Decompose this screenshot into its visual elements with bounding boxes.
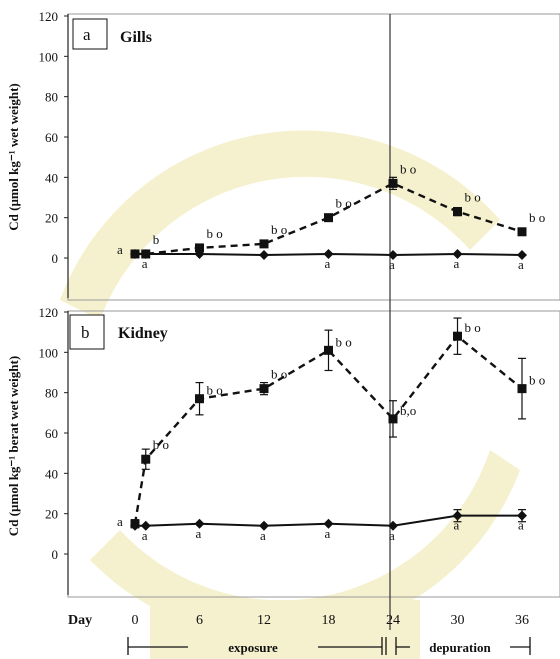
panel-b-series-1-label: a: [325, 526, 331, 541]
panel-a-ytick-label: 100: [39, 49, 59, 64]
panel-b-series-1-label: a: [196, 526, 202, 541]
panel-b-plot: 0 20 40 60 80 100 120 b o b o b o b o b,o b o b o a a a a…: [39, 305, 546, 562]
panel-a-series-0-label: b o: [529, 210, 545, 225]
panel-a-series-0-point: [195, 243, 204, 253]
panel-b-series-1-label: a: [142, 528, 148, 543]
panel-b-series-1-point: [452, 510, 463, 521]
panel-a-series-0-label: b o: [271, 222, 287, 237]
panel-a-plot: 0 20 40 60 80 100 120 b b o b o b o b o b o b o a a a a a a: [39, 9, 546, 272]
panel-b-series-0-label: b o: [465, 320, 481, 335]
panel-b-series-0-label: b o: [271, 367, 287, 382]
panel-a-series-0-point: [388, 178, 398, 188]
panel-b-title: Kidney: [118, 325, 168, 342]
panel-a-label-box: [72, 18, 108, 50]
panel-a-series-0-point: [453, 207, 462, 217]
x-tick-label: 12: [257, 613, 271, 628]
panel-b-series-0-label: b o: [207, 383, 223, 398]
panel-a-series-1-label: a: [389, 257, 395, 272]
panel-b-ytick-label: 20: [45, 507, 58, 522]
panel-a-ytick-label: 40: [45, 170, 58, 185]
panel-a-series-0-label: b: [153, 232, 160, 247]
panel-a-series-1-point: [194, 248, 205, 259]
panel-a-series-1-point: [140, 248, 151, 259]
panel-a-label: a: [83, 25, 91, 44]
panel-b-series-1-point: [140, 520, 151, 531]
exposure-label: exposure: [228, 640, 278, 655]
panel-b-label: b: [81, 323, 90, 342]
panel-b-series-0-point: [259, 384, 269, 394]
panel-a-ytick-label: 120: [39, 9, 59, 24]
panel-b-series-0-point: [388, 414, 398, 424]
panel-b-series-1-label: a: [117, 514, 123, 529]
panel-b-series-1-label: a: [518, 518, 524, 533]
panel-a-series-1-point: [259, 249, 269, 260]
panel-a-series-1-label: a: [518, 257, 524, 272]
panel-a-series-1-point: [130, 248, 140, 259]
watermark: [60, 130, 520, 659]
panel-b-series-1-point: [194, 518, 205, 529]
panel-a-series-1-label: a: [325, 256, 331, 271]
panel-a-series-1-point: [452, 248, 463, 259]
x-tick-label: 6: [196, 613, 203, 628]
panel-b-ytick-label: 100: [39, 345, 59, 360]
panel-a-title: Gills: [120, 29, 152, 46]
depuration-label: depuration: [429, 640, 491, 655]
panel-a-series-1-label: a: [454, 256, 460, 271]
panel-a-series-0-label: b o: [207, 226, 223, 241]
panel-a-series-1-label: a: [117, 242, 123, 257]
panel-b-series-0-line: [133, 334, 523, 524]
panel-a-series-1-point: [388, 249, 398, 260]
panel-a-series-0-point: [324, 213, 333, 223]
panel-b-ytick-label: 80: [45, 386, 58, 401]
x-tick-label: 24: [386, 613, 400, 628]
panel-b-ylabel: Cd (µmol kg⁻¹ berat wet weight): [6, 356, 21, 536]
panel-b-series-1-point: [517, 510, 527, 521]
panel-b-series-0-label: b o: [336, 334, 352, 349]
panel-a-ytick-label: 80: [45, 90, 58, 105]
panel-b-series-1-label: a: [454, 518, 460, 533]
panel-b-series-0-label: b,o: [400, 403, 416, 418]
panel-b-series-1-point: [130, 520, 140, 531]
panel-b-series-1-label: a: [389, 528, 395, 543]
x-tick-label: 36: [515, 613, 529, 628]
panel-b-series-0-point: [453, 331, 462, 341]
panel-b-series-0-point: [324, 345, 333, 355]
panel-b-series-0-point: [141, 454, 151, 464]
panel-b-series-0-point: [517, 384, 527, 394]
panel-b-series-0-label: b o: [153, 437, 169, 452]
panel-a-series-0-point: [517, 227, 527, 237]
panel-b-series-1-point: [388, 520, 398, 531]
x-axis-ticks: 0 6 12 18 24 30 36: [132, 613, 530, 628]
panel-a-ytick-label: 20: [45, 211, 58, 226]
panel-b-series-1-point: [259, 520, 269, 531]
panel-b-label-box: [69, 314, 105, 350]
panel-b-series-0-point: [195, 394, 204, 404]
panel-a-ytick-label: 0: [52, 251, 59, 266]
x-axis-title: Day: [68, 613, 92, 628]
panel-a-series-0-label: b o: [465, 190, 481, 205]
panel-b-series-1-point: [323, 518, 334, 529]
panel-a-series-1-point: [323, 248, 334, 259]
panel-b-series-1-line: [135, 514, 522, 527]
x-tick-label: 30: [451, 613, 465, 628]
panel-b-ytick-label: 120: [39, 305, 59, 320]
panel-b-series-0-label: b o: [529, 373, 545, 388]
panel-a-series-0-label: b o: [400, 161, 416, 176]
panel-a-ytick-label: 60: [45, 130, 58, 145]
panel-b-ytick-label: 0: [52, 547, 59, 562]
panel-a-ylabel: Cd (µmol kg⁻¹ wet weight): [6, 83, 21, 231]
panel-a-series-1-line: [135, 252, 523, 256]
panel-a-series-1-point: [517, 249, 527, 260]
panel-b-ytick-label: 40: [45, 466, 58, 481]
panel-b-series-1-label: a: [260, 528, 266, 543]
panel-a-series-0-line: [135, 182, 523, 256]
phase-bracket: [127, 637, 531, 655]
x-tick-label: 18: [322, 613, 336, 628]
panel-b-ytick-label: 60: [45, 426, 58, 441]
panel-a-series-1-label: a: [142, 256, 148, 271]
x-tick-label: 0: [132, 613, 139, 628]
panel-a-series-0-label: b o: [336, 196, 352, 211]
panel-a-series-0-point: [259, 239, 269, 249]
